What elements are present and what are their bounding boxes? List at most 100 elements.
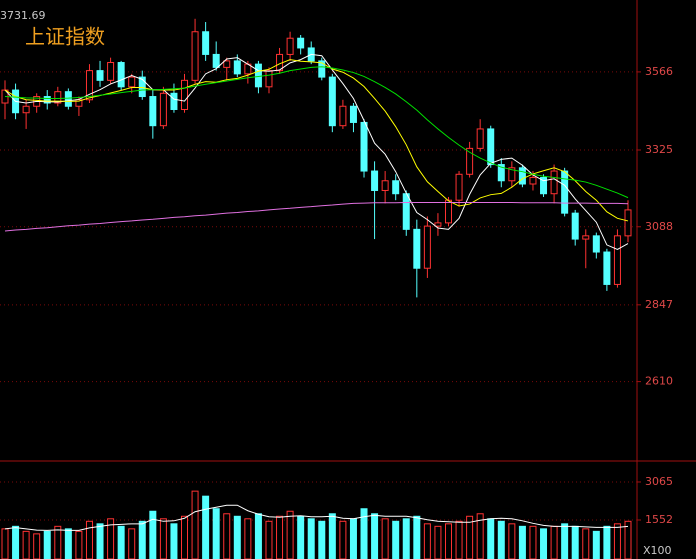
volume-bar	[402, 518, 410, 559]
candle-body	[466, 147, 474, 175]
volume-bar	[43, 530, 51, 559]
volume-bar	[423, 523, 431, 559]
candle-body	[371, 170, 379, 191]
chart-title: 上证指数	[25, 25, 105, 49]
candle-body	[64, 91, 72, 107]
volume-bar	[233, 515, 241, 559]
y-tick-label: 3566	[645, 65, 673, 78]
volume-bar	[181, 515, 189, 559]
candle-body	[107, 62, 115, 81]
candle-body	[402, 193, 410, 230]
candle-body	[349, 105, 357, 123]
candle-body	[529, 177, 537, 185]
volume-bar	[191, 490, 199, 559]
candle-body	[191, 31, 199, 81]
volume-bar	[159, 518, 167, 559]
y-tick-label: 3065	[645, 475, 673, 488]
candle-body	[592, 235, 600, 253]
candle-body	[434, 222, 442, 227]
candle-body	[413, 228, 421, 269]
volume-bar	[571, 525, 579, 559]
volume-bar	[64, 528, 72, 559]
volume-bar	[138, 520, 146, 559]
volume-bar	[12, 525, 20, 559]
candle-body	[96, 70, 104, 81]
volume-bar	[561, 523, 569, 559]
candle-body	[297, 37, 305, 49]
volume-bar	[381, 518, 389, 559]
volume-bar	[265, 520, 273, 559]
candle-body	[212, 53, 220, 68]
y-tick-label: 2847	[645, 298, 673, 311]
candle-body	[444, 199, 452, 224]
candle-body	[508, 167, 516, 182]
volume-bar	[529, 525, 537, 559]
volume-bar	[286, 510, 294, 559]
candle-body	[476, 128, 484, 149]
volume-bar	[307, 518, 315, 559]
candle-body	[170, 92, 178, 110]
candle-body	[54, 91, 62, 104]
unit-label: X100	[643, 544, 672, 557]
candle-body	[202, 31, 210, 55]
candle-body	[318, 60, 326, 78]
volume-bar	[540, 528, 548, 559]
candle-body	[117, 62, 125, 88]
candle-body	[603, 251, 611, 285]
volume-bar	[128, 528, 136, 559]
volume-bar	[550, 525, 558, 559]
volume-bar	[244, 518, 252, 559]
volume-bar	[297, 515, 305, 559]
candle-body	[487, 128, 495, 166]
candle-body	[540, 177, 548, 195]
volume-bar	[371, 513, 379, 559]
candle-body	[455, 173, 463, 201]
volume-bar	[360, 508, 368, 559]
candle-body	[149, 96, 157, 127]
candle-body	[518, 167, 526, 185]
candle-body	[582, 235, 590, 240]
volume-bar	[149, 510, 157, 559]
volume-bar	[392, 520, 400, 559]
volume-bar	[613, 523, 621, 559]
volume-bar	[434, 525, 442, 559]
volume-bar	[508, 523, 516, 559]
candle-body	[497, 164, 505, 182]
volume-bar	[170, 523, 178, 559]
volume-bar	[444, 523, 452, 559]
volume-bar	[339, 520, 347, 559]
volume-bar	[212, 508, 220, 559]
volume-bar	[592, 530, 600, 559]
volume-bar	[318, 520, 326, 559]
volume-bar	[582, 528, 590, 559]
volume-bar	[455, 520, 463, 559]
volume-bar	[117, 525, 125, 559]
volume-bar	[487, 518, 495, 559]
ma-line	[4, 201, 629, 232]
y-tick-label: 3088	[645, 220, 673, 233]
candle-body	[286, 37, 294, 55]
high-label: 3731.69	[0, 9, 46, 22]
candle-body	[181, 79, 189, 110]
candle-body	[561, 170, 569, 214]
candle-body	[360, 121, 368, 172]
volume-bar	[624, 520, 632, 559]
candle-body	[624, 209, 632, 237]
candle-body	[550, 170, 558, 195]
ma-line	[4, 59, 629, 222]
candle-body	[328, 76, 336, 127]
candle-body	[223, 60, 231, 68]
y-tick-label: 2610	[645, 375, 673, 388]
candle-body	[43, 96, 51, 104]
volume-bar	[476, 513, 484, 559]
candle-body	[392, 180, 400, 195]
volume-bar	[328, 513, 336, 559]
candle-body	[613, 235, 621, 285]
volume-bar	[603, 525, 611, 559]
volume-bar	[75, 530, 83, 559]
volume-bar	[202, 495, 210, 559]
volume-bar	[54, 525, 62, 559]
volume-bar	[518, 525, 526, 559]
